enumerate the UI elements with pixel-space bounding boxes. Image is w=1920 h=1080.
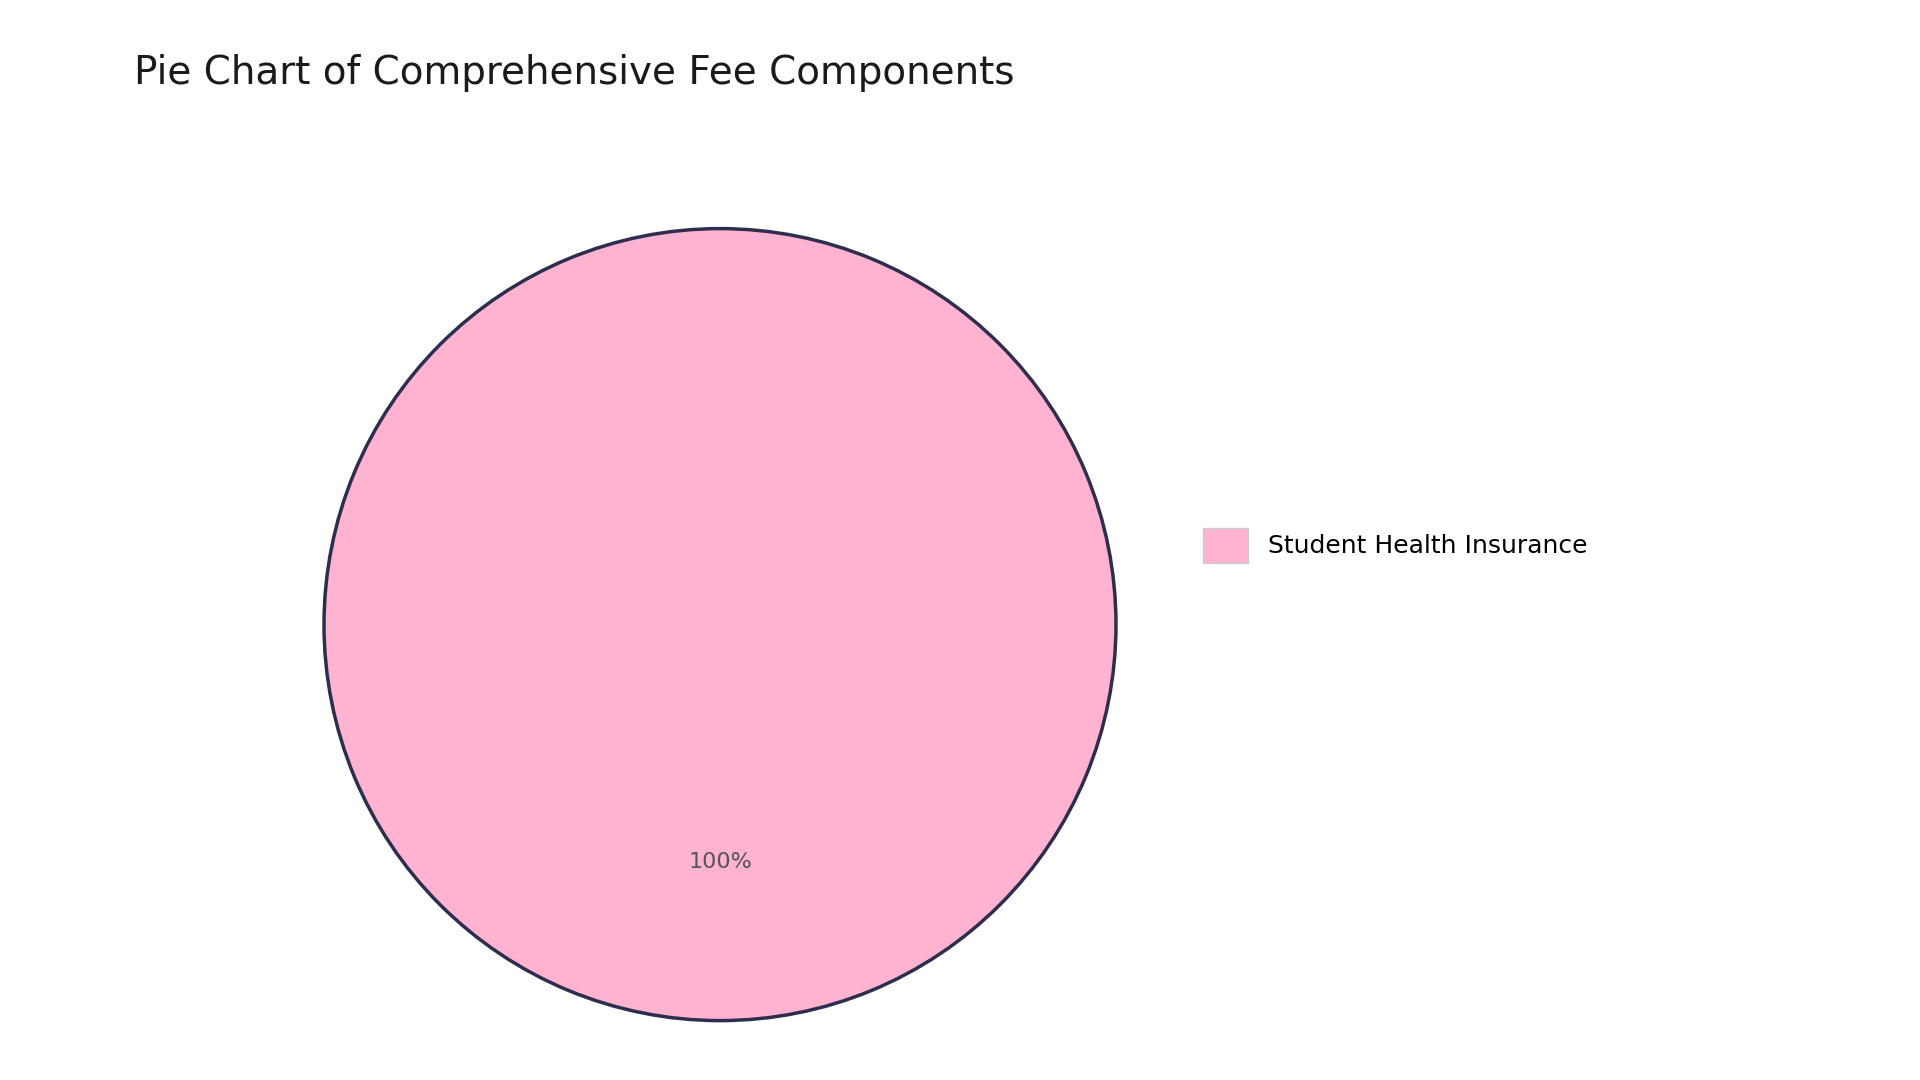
Text: Pie Chart of Comprehensive Fee Components: Pie Chart of Comprehensive Fee Component… (134, 54, 1016, 92)
Text: 100%: 100% (687, 852, 753, 873)
Legend: Student Health Insurance: Student Health Insurance (1204, 528, 1588, 563)
Wedge shape (324, 229, 1116, 1021)
